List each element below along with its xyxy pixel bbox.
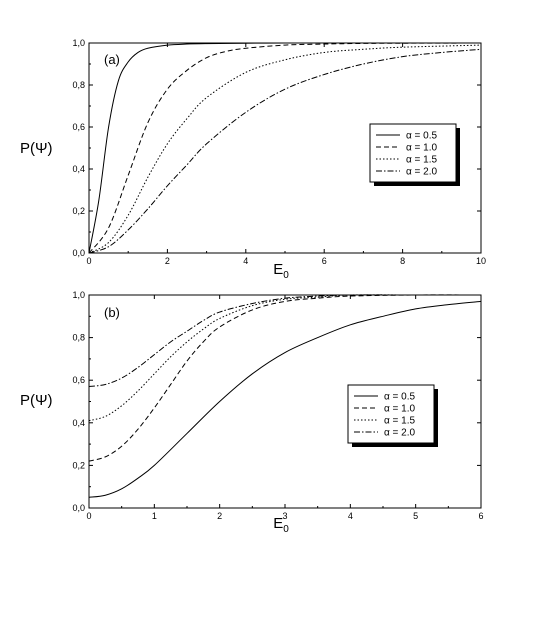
series-line-alpha-4	[88, 294, 481, 388]
x-axis-label-subscript: 0	[283, 270, 289, 281]
x-axis-label-subscript: 0	[283, 524, 289, 535]
series-line-alpha-1	[88, 42, 481, 254]
series-line-alpha-2	[88, 294, 482, 462]
y-tick-label: 1,0	[72, 290, 85, 300]
x-axis-label-main: E	[273, 515, 283, 532]
legend: α = 0.5α = 1.0α = 1.5α = 2.0	[369, 123, 460, 186]
legend: α = 0.5α = 1.0α = 1.5α = 2.0	[347, 384, 438, 447]
x-axis-label: E0	[273, 261, 289, 281]
legend-entry-alpha-2: α = 1.0	[406, 143, 438, 154]
x-tick-label: 4	[243, 256, 248, 266]
x-tick-label: 2	[165, 256, 170, 266]
y-tick-label: 0,4	[72, 418, 85, 428]
x-tick-label: 5	[413, 511, 418, 521]
y-tick-label: 0,6	[72, 375, 85, 385]
x-axis-label: E0	[273, 515, 289, 535]
panel-label: (b)	[104, 305, 120, 320]
x-tick-label: 0	[86, 256, 91, 266]
legend-entry-alpha-4: α = 2.0	[406, 167, 438, 178]
legend-box	[347, 384, 435, 444]
y-tick-label: 0,2	[72, 206, 85, 216]
y-tick-label: 0,8	[72, 333, 85, 343]
x-tick-label: 2	[217, 511, 222, 521]
x-tick-label: 3	[282, 511, 287, 521]
y-axis-label: P(Ψ)	[20, 392, 53, 409]
y-tick-label: 0,8	[72, 80, 85, 90]
y-axis-label: P(Ψ)	[20, 140, 53, 157]
y-tick-label: 0,4	[72, 164, 85, 174]
y-tick-label: 0,2	[72, 460, 85, 470]
legend-entry-alpha-4: α = 2.0	[384, 428, 416, 439]
legend-box	[369, 123, 457, 183]
x-tick-label: 8	[400, 256, 405, 266]
series-line-alpha-3	[88, 44, 482, 254]
y-tick-label: 0,0	[72, 248, 85, 258]
y-tick-label: 1,0	[72, 38, 85, 48]
legend-entry-alpha-1: α = 0.5	[384, 392, 416, 403]
x-tick-label: 4	[348, 511, 353, 521]
series-line-alpha-4	[88, 48, 482, 254]
y-tick-label: 0,6	[72, 122, 85, 132]
series-line-alpha-1	[88, 300, 482, 498]
x-tick-label: 6	[478, 511, 483, 521]
x-tick-label: 10	[476, 256, 486, 266]
x-tick-label: 1	[152, 511, 157, 521]
legend-entry-alpha-3: α = 1.5	[384, 416, 416, 427]
x-tick-label: 0	[86, 511, 91, 521]
legend-entry-alpha-3: α = 1.5	[406, 155, 438, 166]
x-axis-label-main: E	[273, 261, 283, 278]
panel-label: (a)	[104, 52, 120, 67]
legend-entry-alpha-2: α = 1.0	[384, 404, 416, 415]
y-tick-label: 0,0	[72, 503, 85, 513]
x-tick-label: 6	[322, 256, 327, 266]
legend-entry-alpha-1: α = 0.5	[406, 131, 438, 142]
